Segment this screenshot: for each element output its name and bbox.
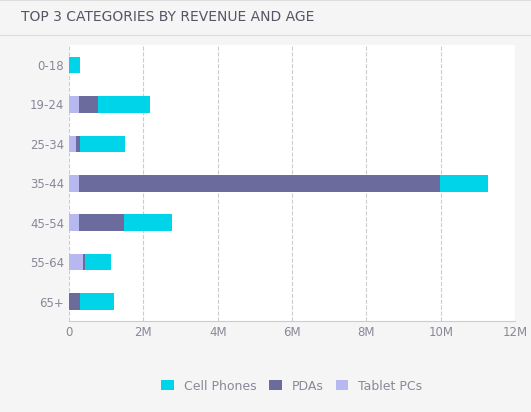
Bar: [80, 175, 440, 192]
Bar: [69, 175, 80, 192]
Bar: [80, 215, 124, 231]
Bar: [80, 136, 125, 152]
Bar: [69, 57, 80, 73]
Bar: [85, 254, 111, 271]
Bar: [69, 215, 80, 231]
Bar: [124, 215, 173, 231]
Bar: [98, 96, 150, 113]
Bar: [76, 136, 80, 152]
Bar: [69, 136, 76, 152]
Bar: [69, 293, 80, 310]
Bar: [83, 254, 85, 271]
Bar: [69, 96, 80, 113]
Text: TOP 3 CATEGORIES BY REVENUE AND AGE: TOP 3 CATEGORIES BY REVENUE AND AGE: [21, 10, 314, 24]
Bar: [69, 254, 83, 271]
Legend: Cell Phones, PDAs, Tablet PCs: Cell Phones, PDAs, Tablet PCs: [157, 375, 427, 398]
Bar: [80, 96, 98, 113]
Bar: [440, 175, 489, 192]
Bar: [80, 293, 114, 310]
